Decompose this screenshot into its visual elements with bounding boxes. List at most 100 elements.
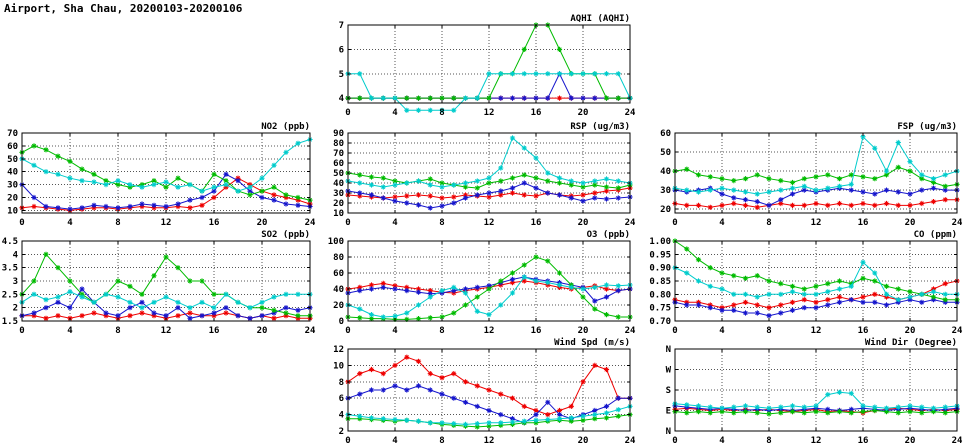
x-tick-label: 8: [439, 436, 444, 446]
y-tick-label: 5: [339, 70, 344, 80]
x-axis-labels: 0 4 8 12 16 20 24: [345, 326, 636, 336]
x-tick-label: 0: [672, 218, 677, 228]
x-axis-labels: 0 4 8 12 16 20 24: [19, 326, 316, 336]
x-tick-label: 8: [766, 326, 771, 336]
x-tick-label: 4: [719, 326, 725, 336]
y-tick-label: 30: [660, 186, 671, 196]
y-tick-label: 10: [7, 206, 18, 216]
x-tick-label: 8: [766, 436, 771, 446]
tick-marks: [347, 348, 631, 432]
x-tick-label: 0: [345, 326, 350, 336]
y-tick-label: 0.80: [649, 290, 671, 300]
y-tick-label: 4: [339, 411, 345, 421]
x-tick-label: 16: [531, 218, 542, 228]
chart-title: CO (ppm): [914, 230, 957, 240]
y-tick-label: 1.00: [649, 237, 671, 247]
x-tick-label: 16: [858, 218, 869, 228]
x-tick-label: 12: [484, 436, 495, 446]
tick-marks: [347, 240, 631, 322]
x-tick-label: 0: [672, 436, 677, 446]
y-tick-label: 20: [660, 205, 671, 215]
grid-lines: [674, 348, 958, 432]
chart-no2: 10 20 30 40 50 60 70 0 4 8 12 16 20 24 NO2 (ppb): [0, 119, 320, 229]
y-tick-label: 2: [13, 304, 18, 314]
chart-aqhi: 4 5 6 7 0 4 8 12 16 20 24 AQHI (AQHI): [308, 11, 640, 119]
x-tick-label: 0: [672, 326, 677, 336]
y-axis-labels: 20 30 40 50 60: [660, 129, 671, 215]
y-tick-label: 4: [339, 94, 345, 104]
tick-marks: [347, 132, 631, 214]
y-tick-label: 6: [339, 394, 344, 404]
y-tick-label: 10: [333, 209, 344, 219]
series-green-line: [21, 253, 310, 317]
x-tick-label: 0: [345, 218, 350, 228]
grid-lines: [347, 240, 631, 322]
y-tick-label: 40: [333, 179, 344, 189]
x-tick-label: 20: [578, 218, 589, 228]
y-tick-label: 70: [333, 149, 344, 159]
y-tick-label: 40: [333, 285, 344, 295]
chart-so2-canvas: 1.5 2 2.5 3 3.5 4 4.5 0 4 8 12 16 20 24 SO2 (ppb): [2, 230, 316, 336]
x-tick-label: 12: [161, 326, 172, 336]
x-tick-label: 8: [439, 218, 444, 228]
x-tick-label: 20: [578, 108, 589, 118]
x-tick-label: 4: [392, 326, 398, 336]
y-tick-label: 3.5: [2, 264, 18, 274]
chart-co-canvas: 0.70 0.75 0.80 0.85 0.90 0.95 1.00 0 4 8 12 16 20 24 C…: [649, 230, 963, 336]
y-tick-label: 4: [13, 250, 19, 260]
x-tick-label: 12: [811, 218, 822, 228]
x-tick-label: 4: [719, 436, 725, 446]
x-tick-label: 8: [439, 326, 444, 336]
tick-marks: [674, 348, 958, 432]
y-tick-label: 30: [7, 181, 18, 191]
chart-o3-canvas: 0 20 40 60 80 100 0 4 8 12 16 20 24 O3 (ppb): [328, 230, 636, 336]
chart-o3: 0 20 40 60 80 100 0 4 8 12 16 20 24 O3 (ppb): [308, 227, 640, 337]
x-tick-label: 16: [858, 326, 869, 336]
y-tick-label: 100: [328, 237, 344, 247]
chart-wind-spd: 2 4 6 8 10 12 0 4 8 12 16 20 24 Wind Spd (m/s): [308, 335, 640, 447]
tick-marks: [21, 240, 311, 322]
y-tick-label: 0.90: [649, 264, 671, 274]
x-tick-label: 8: [115, 218, 120, 228]
x-tick-label: 24: [952, 326, 963, 336]
grid-lines: [347, 132, 631, 214]
y-tick-label: 2: [339, 427, 344, 437]
y-tick-label: 60: [660, 129, 671, 139]
y-tick-label: N: [666, 427, 671, 437]
y-tick-label: 4.5: [2, 237, 18, 247]
chart-co: 0.70 0.75 0.80 0.85 0.90 0.95 1.00 0 4 8 12 16 20 24 C…: [635, 227, 967, 337]
y-tick-label: 30: [333, 189, 344, 199]
x-tick-label: 20: [905, 218, 916, 228]
tick-marks: [674, 240, 958, 322]
x-tick-label: 24: [305, 326, 316, 336]
y-axis-labels: 4 5 6 7: [339, 21, 345, 104]
x-tick-label: 20: [578, 436, 589, 446]
y-tick-label: 7: [339, 21, 344, 31]
chart-title: SO2 (ppb): [261, 230, 310, 240]
chart-wind-dir: N E S W N 0 4 8 12 16 20 24 Wind Dir (Degree): [635, 335, 967, 447]
y-axis-labels: 0 20 40 60 80 100: [328, 237, 344, 327]
x-tick-label: 12: [811, 326, 822, 336]
y-tick-label: 20: [333, 301, 344, 311]
tick-marks: [347, 24, 631, 103]
x-tick-label: 20: [905, 326, 916, 336]
x-tick-label: 24: [952, 218, 963, 228]
grid-lines: [347, 24, 631, 103]
y-tick-label: 3: [13, 277, 18, 287]
chart-so2: 1.5 2 2.5 3 3.5 4 4.5 0 4 8 12 16 20 24 SO2 (ppb): [0, 227, 320, 337]
y-tick-label: 80: [333, 139, 344, 149]
x-axis-labels: 0 4 8 12 16 20 24: [672, 436, 963, 446]
x-tick-label: 20: [257, 218, 268, 228]
chart-fsp: 20 30 40 50 60 0 4 8 12 16 20 24 FSP (ug/m3): [635, 119, 967, 229]
x-axis-labels: 0 4 8 12 16 20 24: [672, 326, 963, 336]
y-tick-label: 12: [333, 345, 344, 355]
x-tick-label: 16: [209, 326, 220, 336]
x-tick-label: 24: [625, 436, 636, 446]
y-tick-label: 70: [7, 129, 18, 139]
x-tick-label: 16: [531, 436, 542, 446]
x-tick-label: 4: [392, 218, 398, 228]
